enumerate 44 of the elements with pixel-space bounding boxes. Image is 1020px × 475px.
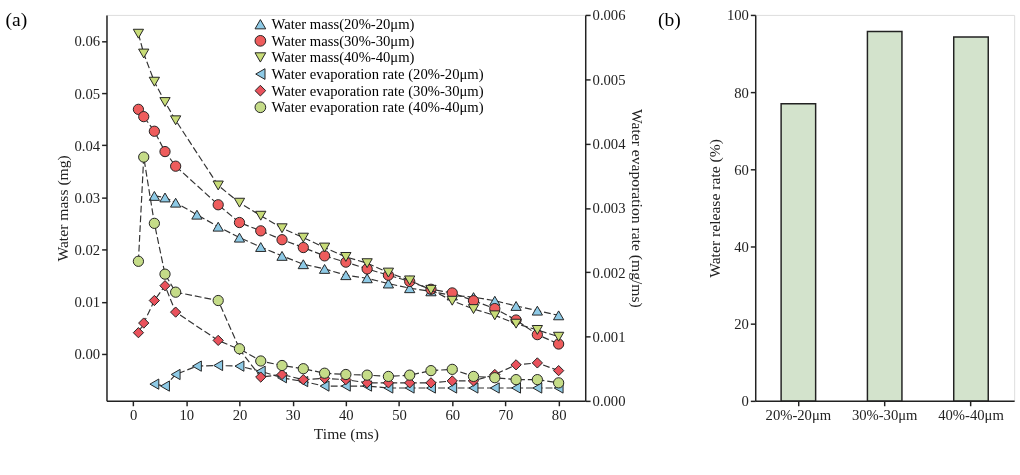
- y-tick-label: 100: [726, 7, 749, 24]
- y-axis-title: Water release rate (%): [706, 138, 725, 278]
- y-tick-label: 0.06: [74, 33, 101, 50]
- x-tick-label: 30%-30μm: [851, 406, 919, 423]
- y-tick-label: 0.05: [74, 85, 101, 102]
- y2-tick-label: 0.004: [592, 135, 627, 152]
- y-tick-label: 0.04: [74, 137, 101, 154]
- x-tick-label: 0: [129, 406, 138, 423]
- legend-label: Water mass(30%-30μm): [271, 32, 415, 50]
- y-axis-title: Water mass (mg): [53, 155, 72, 262]
- y-tick-label: 0.00: [74, 346, 101, 363]
- x-axis-title: Time (ms): [313, 425, 379, 444]
- y2-tick-label: 0.000: [592, 393, 626, 410]
- chart-title: (a): [5, 8, 28, 31]
- x-tick-label: 70: [498, 406, 514, 423]
- x-tick-label: 20%-20μm: [765, 406, 832, 423]
- legend-label: Water mass(40%-40μm): [271, 49, 415, 67]
- x-tick-label: 60: [445, 406, 461, 423]
- x-tick-label: 10: [179, 406, 195, 423]
- y-tick-label: 20: [734, 316, 749, 333]
- y2-tick-label: 0.001: [592, 328, 626, 345]
- y2-tick-label: 0.002: [592, 264, 626, 281]
- y-tick-label: 0.02: [74, 242, 101, 258]
- x-tick-label: 40%-40μm: [938, 406, 1005, 423]
- legend-label: Water evaporation rate (30%-30μm): [271, 82, 484, 100]
- y2-tick-label: 0.006: [592, 7, 626, 24]
- x-tick-label: 30: [285, 406, 301, 423]
- chart-title: (b): [658, 8, 681, 31]
- y-tick-label: 60: [734, 161, 749, 178]
- y-tick-label: 0.03: [74, 189, 101, 206]
- y-tick-label: 0.01: [74, 294, 101, 311]
- legend-label: Water evaporation rate (40%-40μm): [271, 99, 484, 117]
- legend-label: Water mass(20%-20μm): [271, 16, 415, 34]
- y2-tick-label: 0.003: [592, 200, 626, 217]
- x-tick-label: 50: [392, 406, 407, 423]
- x-tick-label: 80: [551, 406, 567, 423]
- x-tick-label: 40: [339, 406, 354, 423]
- y-tick-label: 0: [741, 393, 749, 410]
- x-tick-label: 20: [232, 406, 248, 423]
- y-tick-label: 40: [734, 238, 749, 255]
- y2-tick-label: 0.005: [592, 71, 626, 88]
- y2-axis-title: Water evaporation rate (mg/ms): [628, 109, 647, 308]
- y-tick-label: 80: [734, 84, 749, 101]
- legend-label: Water evaporation rate (20%-20μm): [271, 65, 484, 83]
